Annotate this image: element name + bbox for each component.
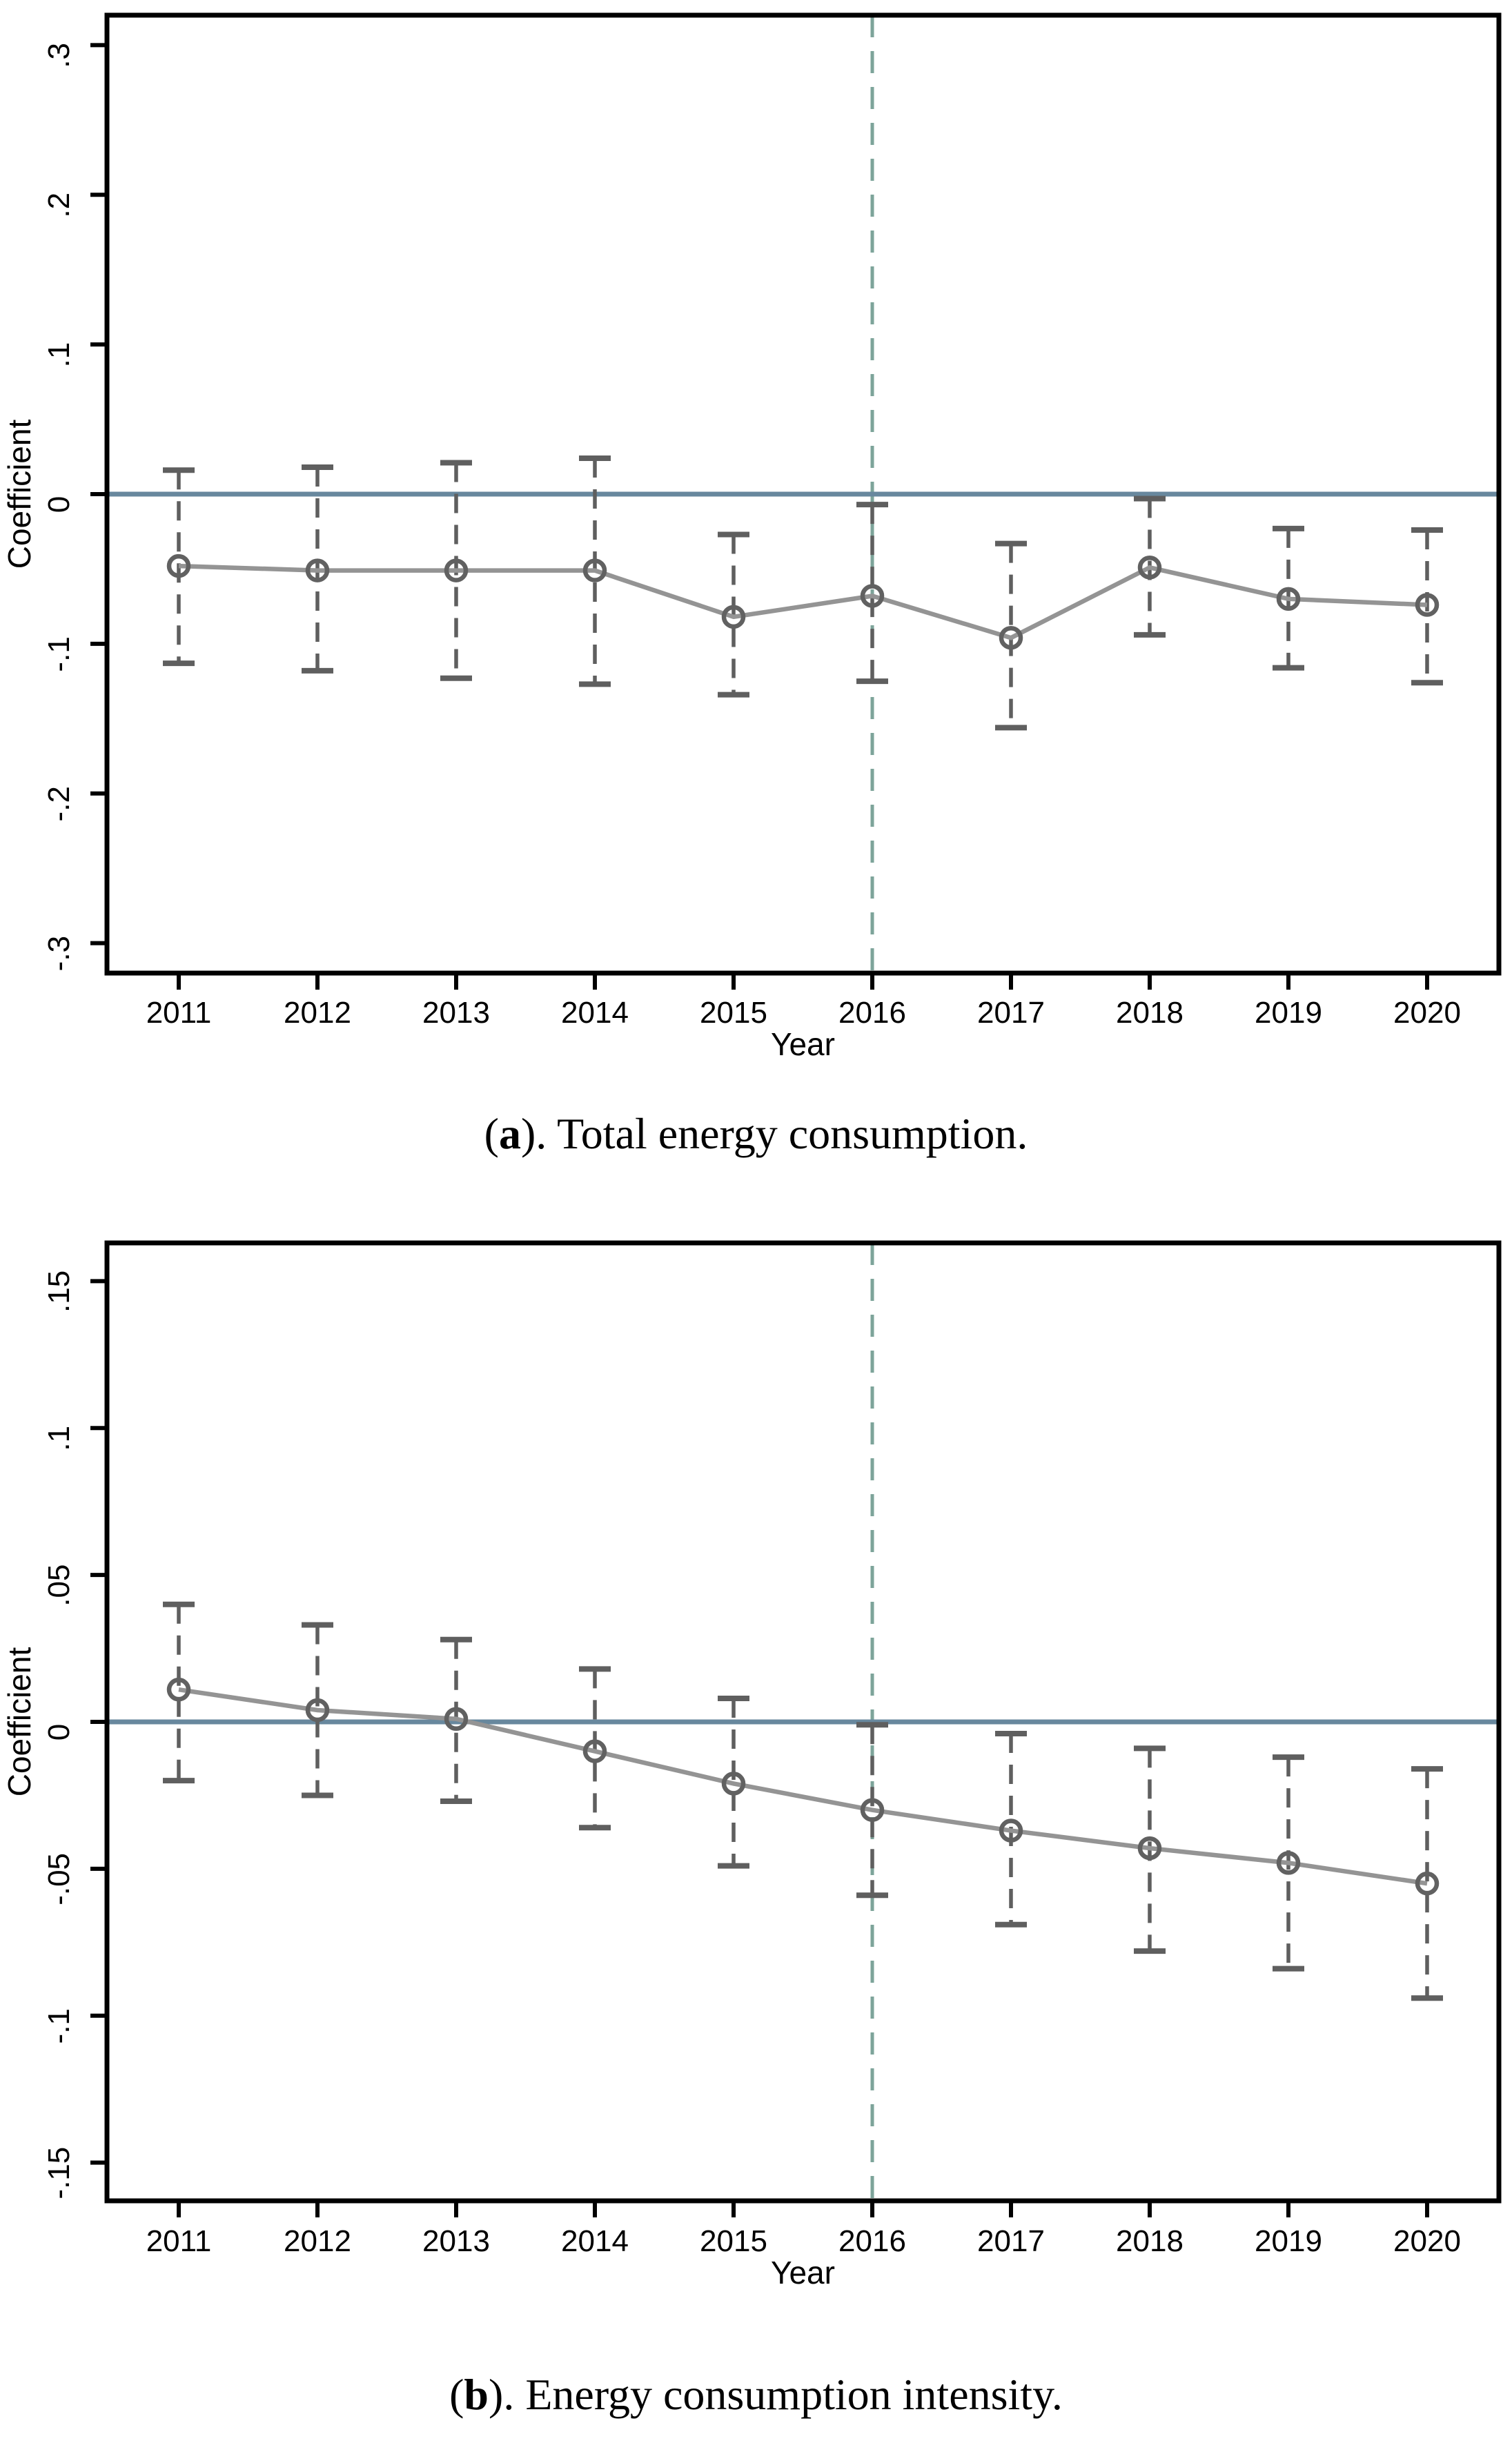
x-tick-label: 2019 [1255,2224,1322,2258]
data-point-marker [582,1739,607,1763]
x-tick-label: 2016 [838,2224,906,2258]
panel-b-plot [90,1240,1502,2217]
confidence-interval [856,1722,888,1899]
coefficient-line [178,563,1428,640]
panel-a-plot [90,12,1502,990]
confidence-interval [718,1695,749,1869]
y-tick-label: -.1 [42,2008,76,2043]
caption-panel-b: (b). Energy consumption intensity. [0,2369,1512,2420]
data-point-marker [305,1698,330,1723]
y-axis-title: Coefficient [1,420,37,569]
data-point-marker [582,558,607,582]
y-tick-label: .2 [42,193,76,218]
x-tick-label: 2015 [700,996,767,1030]
data-point-marker [305,558,330,582]
caption-panel-a: (a). Total energy consumption. [0,1108,1512,1159]
y-tick-label: -.2 [42,786,76,821]
data-point-marker [721,605,746,629]
x-tick-label: 2016 [838,996,906,1030]
y-tick-label: .1 [42,342,76,368]
x-tick-label: 2013 [422,2224,490,2258]
confidence-interval [1411,1766,1443,2001]
x-tick-label: 2018 [1116,2224,1184,2258]
data-point-marker [166,553,191,578]
y-tick-label: -.05 [42,1853,76,1905]
y-tick-label: -.1 [42,636,76,671]
x-tick-label: 2014 [561,2224,629,2258]
y-tick-label: 0 [42,1724,76,1741]
y-tick-label: .05 [42,1565,76,1607]
caption-a-pre: ( [484,1109,499,1158]
confidence-interval [579,455,611,687]
x-tick-label: 2020 [1393,2224,1461,2258]
y-axis-title: Coefficient [1,1647,37,1797]
x-tick-label: 2020 [1393,996,1461,1030]
y-tick-label: -.15 [42,2147,76,2199]
confidence-interval [995,540,1027,731]
y-tick-label: .3 [42,43,76,68]
x-tick-label: 2019 [1255,996,1322,1030]
caption-a-bold-letter: a [498,1109,521,1158]
confidence-interval [163,1601,195,1784]
data-point-marker [1137,1836,1162,1861]
data-point-marker [999,1818,1023,1843]
x-tick-label: 2012 [284,996,351,1030]
data-point-marker [1137,556,1162,580]
coefficient-line [178,1687,1428,1886]
x-tick-label: 2011 [146,996,212,1030]
confidence-interval [579,1666,611,1831]
data-point-marker [860,584,885,608]
data-point-marker [166,1677,191,1702]
y-tick-label: -.3 [42,936,76,971]
data-point-marker [444,1707,469,1731]
caption-b-bold-letter: b [464,2370,489,2419]
confidence-interval [1411,527,1443,686]
x-axis-title: Year [771,1026,835,1062]
x-tick-label: 2011 [146,2224,212,2258]
data-point-marker [1276,1851,1301,1875]
confidence-interval [856,502,888,685]
y-tick-label: .15 [42,1271,76,1313]
data-point-marker [444,558,469,582]
y-tick-label: 0 [42,496,76,513]
x-tick-label: 2013 [422,996,490,1030]
x-axis-title: Year [771,2255,835,2291]
confidence-interval [302,1622,333,1798]
x-tick-label: 2012 [284,2224,351,2258]
y-tick-label: .1 [42,1426,76,1451]
x-tick-label: 2017 [977,2224,1045,2258]
data-point-marker [999,625,1023,650]
x-tick-label: 2015 [700,2224,767,2258]
caption-a-text: ). Total energy consumption. [520,1109,1028,1158]
data-point-marker [1415,593,1440,617]
caption-b-pre: ( [449,2370,464,2419]
data-point-marker [721,1772,746,1796]
x-tick-label: 2018 [1116,996,1184,1030]
x-tick-label: 2017 [977,996,1045,1030]
data-point-marker [860,1798,885,1822]
caption-b-text: ). Energy consumption intensity. [489,2370,1063,2419]
x-tick-label: 2014 [561,996,629,1030]
data-point-marker [1276,587,1301,611]
data-point-marker [1415,1871,1440,1896]
